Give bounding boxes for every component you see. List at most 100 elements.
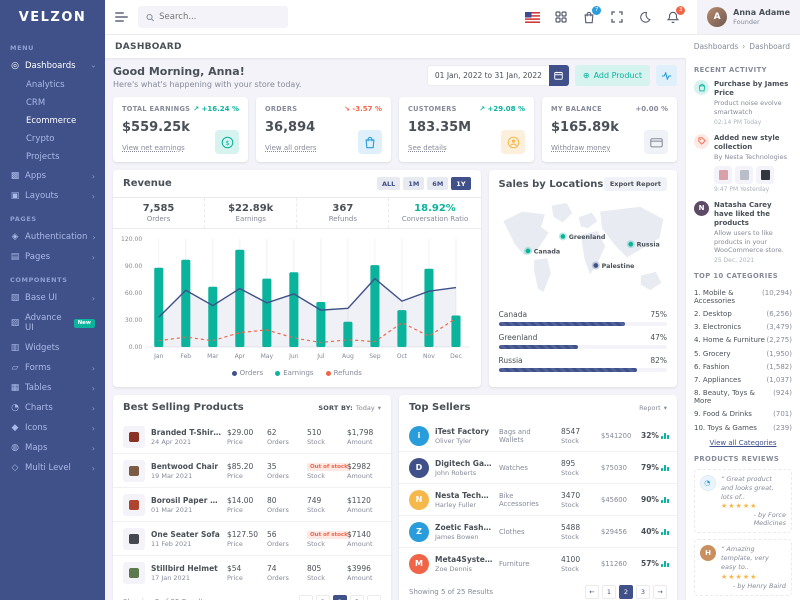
product-name-link[interactable]: Bentwood Chair <box>151 461 219 471</box>
breadcrumb-parent[interactable]: Dashboards <box>693 42 739 51</box>
pagination-page-1[interactable]: 1 <box>316 595 330 600</box>
product-name-link[interactable]: Stillbird Helmet <box>151 563 218 573</box>
sidebar-item-charts[interactable]: ◔ Charts › <box>11 403 95 413</box>
pagination-page-3[interactable]: 3 <box>350 595 364 600</box>
sidebar-item-tables[interactable]: ▦ Tables › <box>10 383 95 393</box>
product-thumb[interactable] <box>714 165 732 184</box>
product-name-link[interactable]: One Seater Sofa <box>151 529 220 539</box>
export-report-button[interactable]: Export Report <box>603 177 667 191</box>
tab-1m[interactable]: 1M <box>403 177 425 190</box>
cart-badge: 7 <box>592 5 602 15</box>
language-flag-icon[interactable] <box>525 10 541 25</box>
palestine-marker[interactable] <box>593 263 598 268</box>
greenland-marker[interactable] <box>560 234 565 239</box>
sidebar-item-forms[interactable]: ▱ Forms › <box>11 363 95 373</box>
date-range-value[interactable]: 01 Jan, 2022 to 31 Jan, 2022 <box>426 65 549 86</box>
svg-text:30.00: 30.00 <box>125 317 142 324</box>
seller-company-link[interactable]: iTest Factory <box>435 426 489 436</box>
sidebar-item-analytics[interactable]: Analytics <box>26 80 65 90</box>
see-details-link[interactable]: See details <box>408 144 447 152</box>
dark-mode-moon-icon[interactable] <box>637 10 652 25</box>
withdraw-money-link[interactable]: Withdraw money <box>551 144 611 152</box>
canada-marker[interactable] <box>525 248 530 254</box>
sidebar-item-advance-ui[interactable]: ▨ Advance UI New <box>0 308 105 338</box>
calendar-icon[interactable] <box>548 65 569 86</box>
search-input[interactable] <box>159 12 280 22</box>
sidebar-item-apps[interactable]: ▩ Apps › <box>10 171 95 181</box>
seller-company-link[interactable]: Nesta Technologies <box>435 490 493 500</box>
product-thumb[interactable] <box>735 165 753 184</box>
results-count: Showing 5 of 25 Results <box>409 588 493 596</box>
view-all-categories-link[interactable]: View all Categories <box>709 439 777 448</box>
date-range-picker[interactable]: 01 Jan, 2022 to 31 Jan, 2022 <box>426 65 569 86</box>
top-categories-list: 1. Mobile & Accessories (10,294) 2. Deskt… <box>694 286 792 434</box>
brand-logo[interactable]: VELZON <box>18 10 87 25</box>
location-row-russia: Russia 82% <box>498 356 667 372</box>
seller-logo: N <box>409 489 429 510</box>
apps-grid-icon[interactable] <box>553 10 568 25</box>
user-avatar: N <box>694 200 709 216</box>
view-net-earnings-link[interactable]: View net earnings <box>122 144 185 152</box>
sidebar-item-crm[interactable]: CRM <box>26 98 46 108</box>
seller-company-link[interactable]: Digitech Galaxy <box>435 458 493 468</box>
product-name-link[interactable]: Borosil Paper Cup <box>151 495 221 505</box>
sidebar-item-icons[interactable]: ◆ Icons › <box>11 423 95 433</box>
tab-6m[interactable]: 6M <box>427 177 449 190</box>
maps-icon: ◍ <box>11 443 19 453</box>
pagination-prev[interactable]: ← <box>299 595 313 600</box>
pagination-page-2[interactable]: 2 <box>333 595 347 600</box>
sidebar-item-multi-level[interactable]: ◇ Multi Level › <box>11 463 95 473</box>
pagination-next[interactable]: → <box>367 595 381 600</box>
sidebar-item-ecommerce[interactable]: Ecommerce <box>26 116 77 126</box>
product-name-link[interactable]: Branded T-Shirts <box>151 427 221 437</box>
revenue-orders-value: 7,585 <box>142 203 175 214</box>
pagination-next[interactable]: → <box>653 585 667 599</box>
seller-company-link[interactable]: Meta4Systems <box>435 554 493 564</box>
sidebar-item-authentication[interactable]: ◈ Authentication › <box>11 232 96 242</box>
sidebar-item-dashboards[interactable]: ◎ Dashboards › <box>11 61 98 71</box>
pagination-page-1[interactable]: 1 <box>602 585 616 599</box>
product-row: One Seater Sofa 11 Feb 2021 $127.50 Price… <box>113 521 391 555</box>
view-all-orders-link[interactable]: View all orders <box>265 144 317 152</box>
chevron-right-icon: › <box>91 191 95 201</box>
add-product-button[interactable]: ⊕ Add Product <box>574 65 650 86</box>
user-profile-menu[interactable]: A Anna Adame Founder <box>697 0 800 34</box>
product-thumb[interactable] <box>756 165 774 184</box>
seller-row: M Meta4Systems Zoe Dennis Furniture 4100… <box>399 547 677 579</box>
sidebar-item-maps[interactable]: ◍ Maps › <box>11 443 95 453</box>
report-dropdown[interactable]: Report ▾ <box>639 403 667 412</box>
sidebar-item-base-ui[interactable]: ▧ Base UI › <box>10 293 95 303</box>
dollar-circle-icon: $ <box>215 130 239 154</box>
category-row: 4. Home & Furniture (2,275) <box>694 336 792 345</box>
notifications-bell-icon[interactable]: 3 <box>665 5 686 25</box>
seller-company-link[interactable]: Zoetic Fashion <box>435 522 493 532</box>
top-sellers-card: Top Sellers Report ▾ i iTest Factory Oli… <box>399 395 677 600</box>
hamburger-menu-icon[interactable] <box>115 12 128 22</box>
pagination-page-3[interactable]: 3 <box>636 585 650 599</box>
seller-row: D Digitech Galaxy John Roberts Watches 8… <box>399 451 677 483</box>
russia-marker[interactable] <box>627 241 633 247</box>
main-wrap: 7 3 A Anna Adame Founder <box>105 0 800 600</box>
activity-pulse-button[interactable] <box>656 65 677 86</box>
product-row: Borosil Paper Cup 01 Mar 2021 $14.00 Pric… <box>113 487 391 521</box>
sidebar-item-crypto[interactable]: Crypto <box>26 134 55 144</box>
right-panel: RECENT ACTIVITY Purchase by James Price … <box>685 58 800 600</box>
stat-delta: ↘ -3.57 % <box>344 105 382 113</box>
stat-card-my-balance: MY BALANCE +0.00 % $165.89k Withdraw mon… <box>542 97 677 162</box>
sidebar-item-projects[interactable]: Projects <box>26 152 60 162</box>
chevron-right-icon: › <box>91 403 95 413</box>
cart-icon[interactable]: 7 <box>581 5 602 25</box>
sidebar-item-widgets[interactable]: ▥ Widgets <box>10 343 60 353</box>
category-row: 7. Appliances (1,037) <box>694 375 792 384</box>
svg-text:120.00: 120.00 <box>121 236 142 243</box>
fullscreen-icon[interactable] <box>609 10 624 25</box>
svg-text:$: $ <box>225 138 229 146</box>
pagination-prev[interactable]: ← <box>585 585 599 599</box>
pagination-page-2[interactable]: 2 <box>619 585 633 599</box>
sort-by-dropdown[interactable]: SORT BY: Today ▾ <box>318 403 381 412</box>
tab-all[interactable]: ALL <box>376 177 401 190</box>
sidebar-item-pages[interactable]: ▤ Pages › <box>10 252 95 262</box>
tab-1y[interactable]: 1Y <box>451 177 471 190</box>
sidebar-item-layouts[interactable]: ▣ Layouts › <box>10 191 95 201</box>
product-thumbnail <box>123 425 145 448</box>
